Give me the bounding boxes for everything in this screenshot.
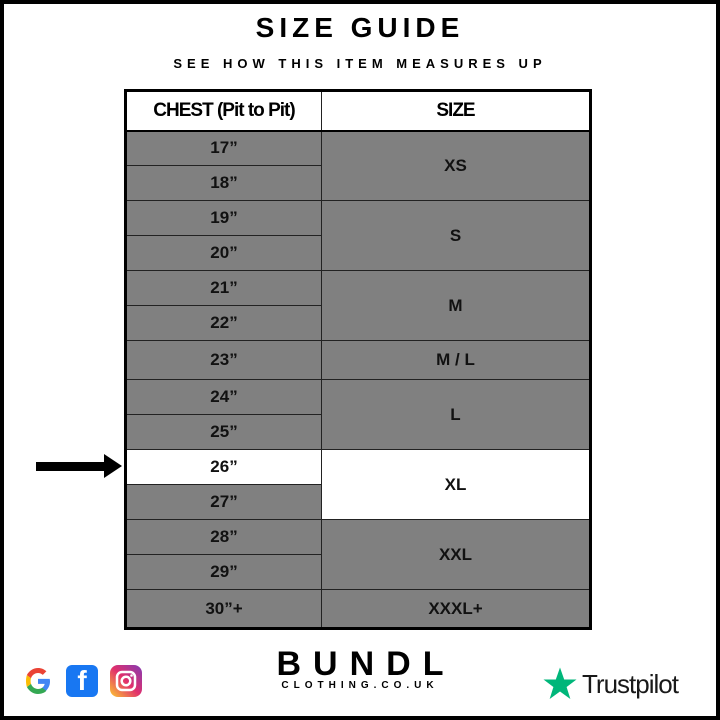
size-cell: XS <box>321 130 591 201</box>
size-cell: M / L <box>321 340 591 380</box>
header-chest: CHEST (Pit to Pit) <box>125 90 322 132</box>
table-header: CHEST (Pit to Pit) SIZE <box>125 90 591 132</box>
table-row: 17” XS <box>125 130 591 201</box>
table-row: 29” <box>125 554 591 590</box>
chest-cell: 18” <box>125 165 322 201</box>
chest-cell: 28” <box>125 519 322 555</box>
trustpilot-logo[interactable]: Trustpilot <box>542 666 679 702</box>
size-cell: S <box>321 200 591 271</box>
chest-cell: 19” <box>125 200 322 236</box>
table-row: 24” L <box>125 379 591 450</box>
chest-cell: 17” <box>125 130 322 166</box>
arrow-right-icon <box>36 454 122 478</box>
chest-cell: 29” <box>125 554 322 590</box>
trustpilot-text: Trustpilot <box>582 668 679 699</box>
table-row: 27” <box>125 484 591 520</box>
social-icons: f <box>22 665 142 697</box>
chest-cell: 24” <box>125 379 322 415</box>
page-subtitle: SEE HOW THIS ITEM MEASURES UP <box>173 56 547 71</box>
instagram-icon[interactable] <box>110 665 142 697</box>
facebook-icon[interactable]: f <box>66 665 98 697</box>
table-row-highlighted: 26” XL <box>125 449 591 520</box>
table-row: 19” S <box>125 200 591 271</box>
chest-cell: 25” <box>125 414 322 450</box>
table-row: 28” XXL <box>125 519 591 590</box>
chest-cell: 27” <box>125 484 322 520</box>
chest-cell: 21” <box>125 270 322 306</box>
table-row: 23” M / L <box>125 340 591 380</box>
size-table: CHEST (Pit to Pit) SIZE 17” XS 18” 19” S 20… <box>124 89 592 630</box>
page-title: SIZE GUIDE <box>255 12 465 43</box>
size-cell: XXXL+ <box>321 589 591 629</box>
size-cell: M <box>321 270 591 341</box>
chest-cell-highlighted: 26” <box>125 449 322 485</box>
table-row: 22” <box>125 305 591 341</box>
header-size: SIZE <box>321 90 591 132</box>
table-row: 20” <box>125 235 591 271</box>
brand-url: CLOTHING.CO.UK <box>281 680 439 691</box>
size-cell: L <box>321 379 591 450</box>
table-row: 21” M <box>125 270 591 341</box>
chest-cell: 30”+ <box>125 589 322 629</box>
star-icon <box>543 667 577 699</box>
table-row: 30”+ XXXL+ <box>125 589 591 629</box>
chest-cell: 20” <box>125 235 322 271</box>
size-cell-highlighted: XL <box>321 449 591 520</box>
brand-logo: BUNDL CLOTHING.CO.UK <box>0 645 720 691</box>
chest-cell: 23” <box>125 340 322 380</box>
google-icon[interactable] <box>22 665 54 697</box>
size-cell: XXL <box>321 519 591 590</box>
chest-cell: 22” <box>125 305 322 341</box>
brand-name: BUNDL <box>276 645 456 683</box>
table-row: 25” <box>125 414 591 450</box>
